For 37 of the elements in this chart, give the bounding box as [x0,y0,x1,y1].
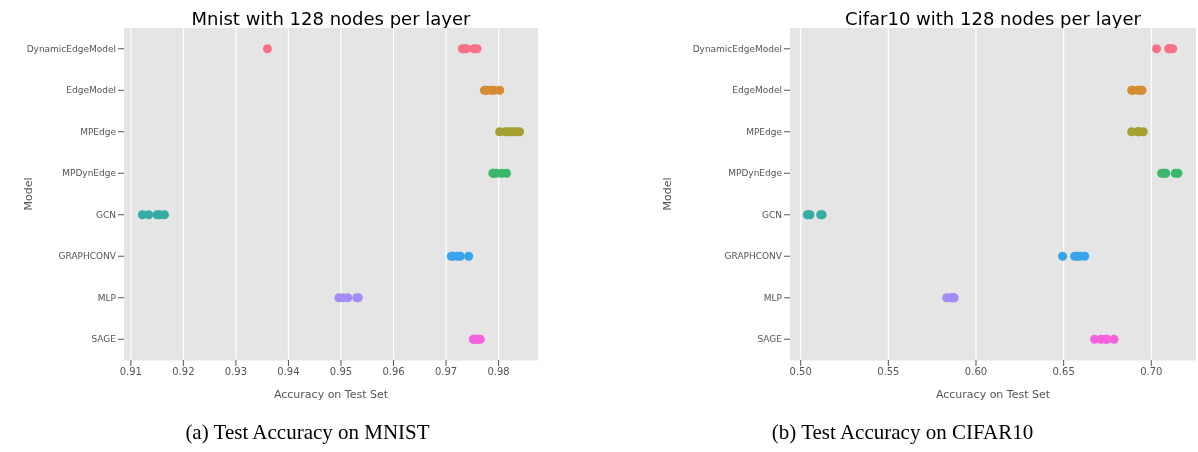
text: (a) Test Accuracy on MNIST [184,420,431,445]
y-tick-label: SAGE [757,334,783,345]
chart-title: Cifar10 with 128 nodes per layer [844,8,1142,30]
x-tick-label: 0.91 [119,366,142,378]
y-tick-label: GCN [762,209,782,220]
y-tick-label: EdgeModel [66,85,116,96]
x-tick-label: 0.98 [487,366,510,378]
y-tick-label: SAGE [91,334,117,345]
y-tick-label: MPEdge [80,126,117,137]
x-tick-label: 0.65 [1052,366,1075,378]
x-tick-label: 0.60 [964,366,988,378]
y-tick-label: DynamicEdgeModel [26,43,116,54]
x-tick-label: 0.92 [172,366,195,378]
x-tick-label: 0.93 [224,366,248,378]
chart-title: Mnist with 128 nodes per layer [190,8,472,30]
x-tick-label: 0.94 [277,366,300,378]
y-tick-label: MPEdge [746,126,783,137]
y-tick-label: DynamicEdgeModel [692,43,782,54]
y-tick-label: MLP [763,292,783,303]
y-tick-label: MPDynEdge [728,168,783,179]
x-tick-label: 0.55 [877,366,900,378]
x-tick-label: 0.95 [329,366,353,378]
y-axis-title: Model [660,177,674,211]
x-tick-label: 0.97 [434,366,458,378]
y-tick-label: EdgeModel [732,85,782,96]
x-axis-title: Accuracy on Test Set [935,388,1051,401]
y-tick-label: MPDynEdge [62,168,117,179]
y-axis-title: Model [21,177,35,211]
y-tick-label: MLP [97,292,117,303]
x-tick-label: 0.50 [789,366,812,378]
text: (b) Test Accuracy on CIFAR10 [770,420,1035,445]
y-tick-label: GCN [96,209,116,220]
y-tick-label: GRAPHCONV [724,251,783,262]
x-tick-label: 0.70 [1140,366,1163,378]
y-tick-label: GRAPHCONV [58,251,117,262]
x-axis-title: Accuracy on Test Set [273,388,389,401]
x-tick-label: 0.96 [382,366,405,378]
